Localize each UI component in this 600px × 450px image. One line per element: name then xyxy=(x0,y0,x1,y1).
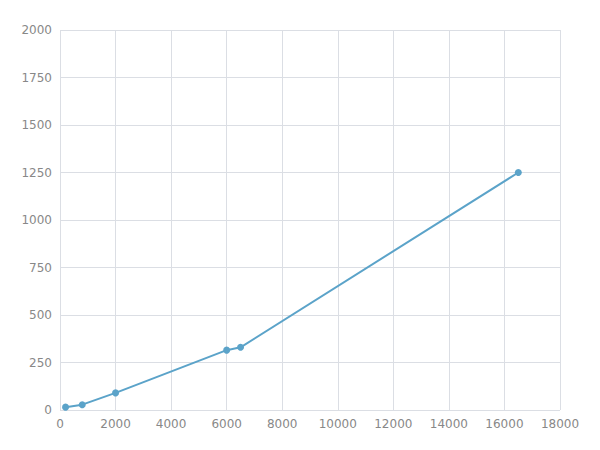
svg-text:0: 0 xyxy=(56,417,64,431)
svg-text:500: 500 xyxy=(29,308,52,322)
svg-text:6000: 6000 xyxy=(211,417,242,431)
svg-text:1000: 1000 xyxy=(21,213,52,227)
svg-text:4000: 4000 xyxy=(156,417,187,431)
svg-text:1750: 1750 xyxy=(21,71,52,85)
svg-text:0: 0 xyxy=(44,403,52,417)
svg-text:250: 250 xyxy=(29,356,52,370)
svg-text:750: 750 xyxy=(29,261,52,275)
svg-text:2000: 2000 xyxy=(100,417,131,431)
svg-text:18000: 18000 xyxy=(541,417,579,431)
svg-text:2000: 2000 xyxy=(21,23,52,37)
svg-text:16000: 16000 xyxy=(485,417,523,431)
svg-text:1250: 1250 xyxy=(21,166,52,180)
svg-text:12000: 12000 xyxy=(374,417,412,431)
svg-text:14000: 14000 xyxy=(430,417,468,431)
svg-text:1500: 1500 xyxy=(21,118,52,132)
svg-text:8000: 8000 xyxy=(267,417,298,431)
svg-text:10000: 10000 xyxy=(319,417,357,431)
